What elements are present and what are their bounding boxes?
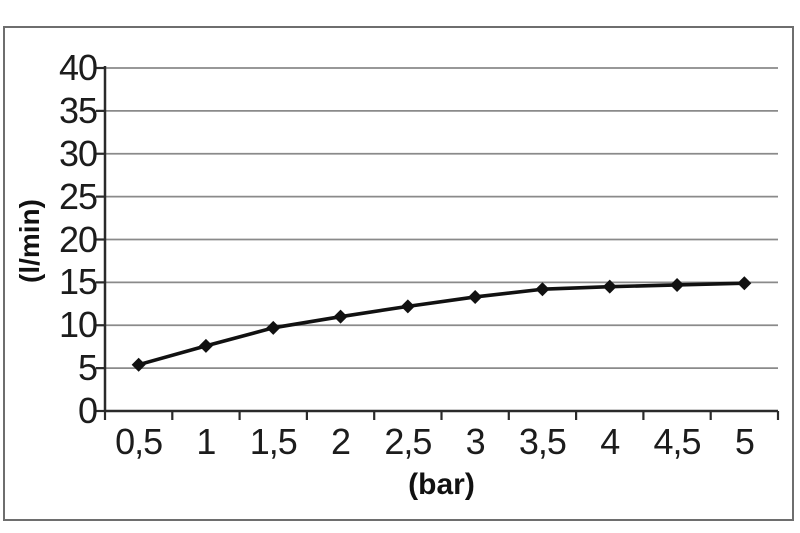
x-tick-label: 4 bbox=[600, 421, 620, 462]
y-tick-label: 40 bbox=[58, 47, 98, 88]
data-point-marker bbox=[333, 309, 348, 324]
data-point-marker bbox=[602, 279, 617, 294]
axes bbox=[96, 66, 780, 420]
x-tick-label: 3 bbox=[465, 421, 486, 462]
y-tick-label: 35 bbox=[58, 89, 98, 131]
data-series-line bbox=[136, 281, 747, 367]
x-tick-label: 2 bbox=[331, 421, 351, 462]
x-axis-title: (bar) bbox=[408, 468, 475, 501]
chart-frame bbox=[3, 26, 794, 521]
gridlines bbox=[105, 67, 778, 370]
x-tick-label: 1 bbox=[196, 421, 216, 462]
y-tick-label: 0 bbox=[77, 390, 98, 431]
data-point-marker bbox=[400, 299, 415, 314]
x-tick-label: 4,5 bbox=[653, 421, 702, 462]
data-point-marker bbox=[131, 357, 146, 372]
y-tick-label: 25 bbox=[58, 175, 98, 217]
data-point-marker bbox=[468, 289, 483, 304]
series-polyline bbox=[136, 281, 747, 367]
data-point-marker bbox=[737, 276, 752, 291]
y-tick-label: 30 bbox=[58, 132, 98, 174]
x-tick-label: 3,5 bbox=[518, 421, 567, 462]
data-series-markers bbox=[131, 276, 752, 372]
data-point-marker bbox=[535, 282, 550, 297]
x-tick-label: 0,5 bbox=[115, 421, 163, 462]
y-tick-label: 5 bbox=[77, 347, 98, 389]
y-axis-title: (l/min) bbox=[14, 199, 45, 283]
y-tick-label: 20 bbox=[58, 218, 98, 260]
data-point-marker bbox=[198, 338, 213, 353]
data-point-marker bbox=[266, 320, 281, 335]
x-tick-label: 1,5 bbox=[249, 421, 298, 462]
y-tick-label: 10 bbox=[58, 304, 98, 346]
x-tick-label: 5 bbox=[734, 421, 755, 462]
y-tick-label: 15 bbox=[58, 261, 98, 303]
data-point-marker bbox=[670, 277, 685, 292]
x-tick-label: 2,5 bbox=[384, 421, 432, 462]
